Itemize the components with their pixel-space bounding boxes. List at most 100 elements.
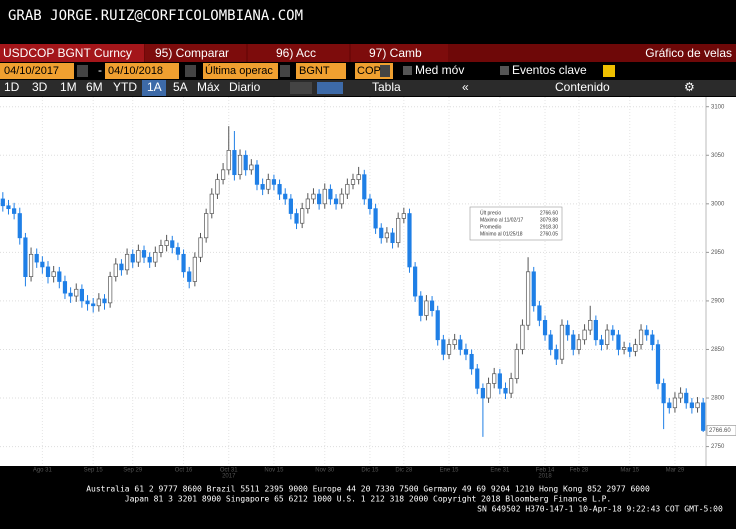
candle-body (153, 252, 158, 263)
candle-body (525, 271, 531, 326)
y-tick-label: 3000 (711, 201, 725, 207)
period-button[interactable]: 1M (60, 80, 77, 94)
candle-body (514, 349, 519, 379)
header-title: GRAB JORGE.RUIZ@CORFICOLOMBIANA.COM (8, 8, 303, 24)
toolbar-button[interactable]: 95) Comparar (155, 46, 229, 60)
candle-body (40, 261, 45, 268)
candle-body (571, 334, 576, 350)
button-bg[interactable] (248, 44, 349, 62)
candle-body (429, 300, 435, 311)
candle-body (68, 292, 73, 297)
key-events[interactable]: Eventos clave (512, 63, 587, 77)
y-tick-label: 3050 (711, 153, 725, 159)
candle-body (531, 271, 536, 307)
candle-body (232, 150, 237, 176)
period-button[interactable]: 1A (147, 80, 162, 94)
candle-body (277, 184, 282, 195)
candle-body (266, 179, 271, 190)
footer-line: Australia 61 2 9777 8600 Brazil 5511 239… (86, 485, 650, 494)
candle-body (492, 373, 497, 384)
candle-icon[interactable] (317, 82, 343, 94)
candle-body (356, 174, 361, 180)
period-button[interactable]: 3D (32, 80, 48, 94)
candle-body (367, 198, 373, 210)
content-button[interactable]: Contenido (555, 80, 610, 94)
input[interactable] (105, 63, 179, 79)
candle-body (170, 240, 175, 248)
candle-body (164, 240, 169, 246)
candle-body (328, 188, 333, 200)
input[interactable] (0, 63, 74, 79)
dropdown[interactable] (380, 65, 390, 77)
last-price-box (706, 425, 736, 436)
security[interactable]: USDCOP BGNT Curncy (3, 46, 132, 60)
field[interactable]: Última operac (205, 64, 273, 77)
toolbar-button[interactable]: 97) Camb (369, 46, 422, 60)
security-box[interactable] (0, 44, 144, 62)
table-button[interactable]: Tabla (372, 80, 401, 94)
candle-body (130, 253, 135, 263)
candle-body (96, 298, 101, 307)
candle-body (469, 353, 474, 370)
info-icon[interactable] (603, 65, 615, 77)
candle-body (638, 329, 644, 345)
x-tick-label: Dic 28 (395, 468, 413, 474)
candle-body (441, 339, 446, 355)
checkbox[interactable] (500, 66, 509, 75)
y-tick-label: 2750 (711, 444, 725, 450)
candle-body (350, 179, 356, 185)
candle-body (34, 253, 39, 263)
calendar-icon[interactable] (77, 65, 88, 77)
candle-body (424, 300, 429, 316)
candle-body (215, 179, 220, 195)
period-button[interactable]: YTD (113, 80, 137, 94)
candle-body (283, 193, 288, 200)
candle-body (463, 349, 469, 355)
button-bg[interactable] (351, 44, 448, 62)
candle-body (79, 288, 84, 302)
start-date[interactable]: 04/10/2017 (4, 65, 59, 77)
candle-body (204, 213, 209, 239)
candle-body (520, 324, 525, 350)
source[interactable]: BGNT (299, 65, 330, 77)
moving-avg[interactable]: Med móv (415, 63, 464, 77)
candle-body (260, 184, 265, 190)
candle-body (684, 392, 689, 404)
period-button[interactable]: 5A (173, 80, 188, 94)
candle-body (672, 397, 678, 409)
x-tick-label: Ago 31 (33, 468, 53, 474)
stats-label: Mínimo al 01/25/18 (480, 231, 523, 237)
y-tick-label: 2850 (711, 347, 725, 353)
candle-body (633, 344, 638, 352)
calendar-icon[interactable] (185, 65, 196, 77)
candle-body (136, 250, 141, 263)
period-button[interactable]: 1D (4, 80, 20, 94)
chart-area (0, 97, 736, 466)
x-tick-label: Ene 15 (440, 468, 460, 474)
candle-body (701, 402, 706, 431)
candle-body (305, 198, 310, 210)
currency[interactable]: COP (357, 65, 381, 77)
input[interactable] (296, 63, 346, 79)
period-button[interactable]: Máx (197, 80, 220, 94)
settings-icon[interactable]: ⚙ (684, 80, 695, 94)
checkbox[interactable] (403, 66, 412, 75)
collapse-icon[interactable]: « (462, 80, 469, 94)
line-icon[interactable] (290, 82, 312, 94)
candle-body (17, 213, 22, 239)
candle-body (0, 198, 5, 207)
button-bg[interactable] (145, 44, 246, 62)
toolbar-button[interactable]: 96) Acc (276, 46, 316, 60)
dropdown[interactable] (280, 65, 290, 77)
stats-value: 3079.88 (540, 217, 558, 223)
candle-body (689, 402, 694, 409)
input[interactable] (203, 63, 278, 79)
candle-body (12, 208, 17, 214)
stats-box (469, 206, 563, 241)
candle-body (288, 198, 293, 214)
period-button[interactable]: 6M (86, 80, 103, 94)
x-tick-label: Mar 15 (620, 468, 639, 474)
frequency[interactable]: Diario (229, 80, 261, 94)
candle-body (187, 271, 192, 282)
end-date[interactable]: 04/10/2018 (108, 65, 163, 77)
